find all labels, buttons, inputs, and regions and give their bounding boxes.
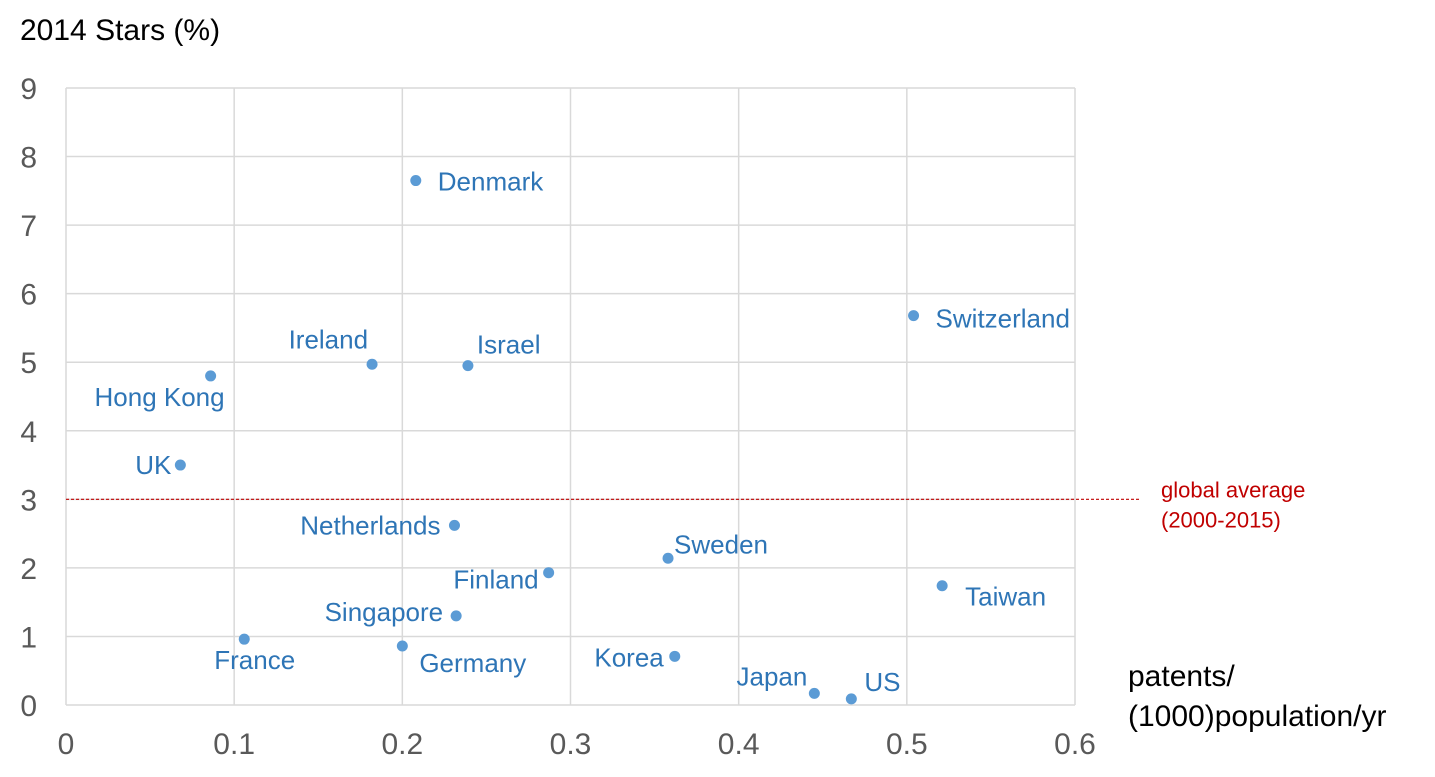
data-point [908,310,920,322]
y-tick-label: 1 [20,621,37,654]
y-tick-label: 6 [20,279,37,312]
y-tick-label: 7 [20,210,37,243]
data-label: UK [135,450,172,480]
data-label: Netherlands [300,510,440,540]
y-tick-label: 3 [20,484,37,517]
data-label: Finland [453,565,538,595]
y-tick-label: 0 [20,690,37,723]
data-point [174,459,186,471]
data-label: Singapore [325,597,444,627]
data-label: Korea [594,642,664,672]
x-tick-label: 0.4 [718,728,760,761]
x-axis-title-line2: (1000)population/yr [1128,700,1387,733]
y-axis-title: 2014 Stars (%) [20,14,221,47]
data-point [366,358,378,370]
data-point [462,360,474,372]
y-tick-label: 2 [20,553,37,586]
data-label: Ireland [289,324,369,354]
x-axis-title-line1: patents/ [1128,660,1235,693]
data-point [396,640,408,652]
data-point [845,693,857,705]
data-label: Hong Kong [95,382,225,412]
x-tick-label: 0 [58,728,75,761]
y-tick-label: 4 [20,416,37,449]
data-label: Germany [419,648,526,678]
x-tick-label: 0.5 [886,728,928,761]
y-tick-label: 9 [20,73,37,106]
x-tick-label: 0.1 [213,728,255,761]
x-tick-label: 0.6 [1054,728,1096,761]
data-label: Sweden [674,529,768,559]
data-point [808,687,820,699]
data-point [662,552,674,564]
data-label: US [864,667,900,697]
data-point [669,650,681,662]
data-label: France [214,645,295,675]
data-point [450,610,462,622]
data-label: Israel [477,330,541,360]
data-label: Taiwan [965,582,1046,612]
data-point [238,633,250,645]
data-point [936,580,948,592]
x-tick-label: 0.3 [550,728,592,761]
data-point [205,370,217,382]
x-axis-title: patents/ (1000)population/yr [1128,657,1387,737]
global-average-label-period: (2000-2015) [1161,507,1281,532]
data-point [410,175,422,187]
data-point [543,567,555,579]
data-point [448,519,460,531]
data-label: Switzerland [936,304,1070,334]
data-label: Denmark [438,167,544,197]
y-tick-label: 5 [20,347,37,380]
data-label: Japan [736,661,807,691]
global-average-label: global average [1161,477,1305,502]
x-tick-label: 0.2 [381,728,423,761]
y-tick-label: 8 [20,142,37,175]
